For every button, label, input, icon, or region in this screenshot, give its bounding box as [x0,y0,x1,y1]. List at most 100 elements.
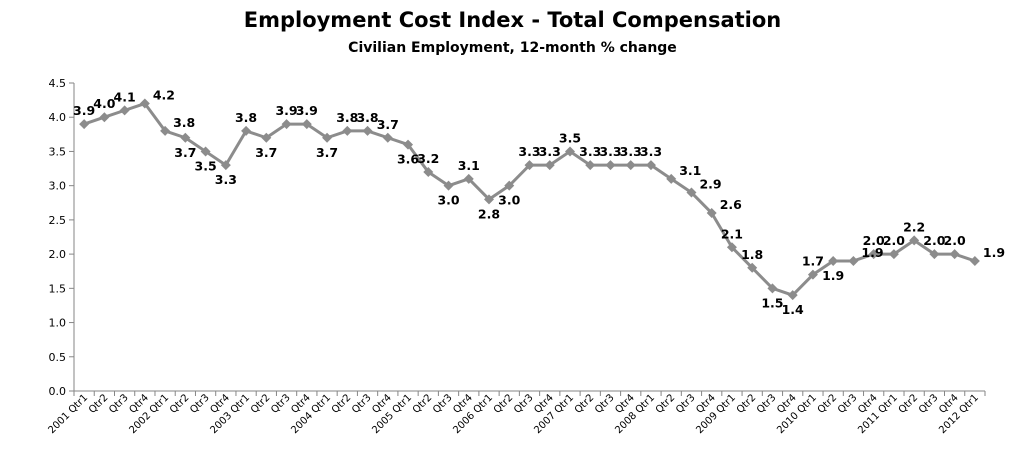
x-tick-label: Qtr2 [816,392,840,416]
data-point-marker [463,173,474,184]
y-tick-label: 1.5 [49,282,67,295]
data-label: 3.2 [417,151,439,166]
x-tick-label: Qtr3 [107,392,131,416]
x-tick-label: Qtr3 [917,392,941,416]
x-tick-label: Qtr2 [492,392,516,416]
x-tick-label: Qtr3 [350,392,374,416]
chart-series [79,98,980,301]
data-point-marker [423,166,434,177]
data-point-marker [625,160,636,171]
data-label: 3.9 [73,103,95,118]
data-label: 1.7 [802,254,824,269]
data-label: 3.3 [620,144,642,159]
x-tick-label: Qtr3 [674,392,698,416]
data-label: 3.3 [579,144,601,159]
y-tick-label: 2.5 [49,214,67,227]
x-tick-label: Qtr3 [431,392,455,416]
data-label: 2.0 [883,233,905,248]
data-point-marker [645,160,656,171]
data-point-marker [200,146,211,157]
data-point-marker [220,160,231,171]
y-tick-label: 0.0 [49,385,67,398]
data-point-marker [362,125,373,136]
data-point-marker [484,194,495,205]
data-point-marker [828,255,839,266]
chart-axes: 0.0 0.5 1.0 1.5 2.0 2.5 3.0 3.5 4.0 4.5 2001 Qtr1 Q… [46,77,986,436]
data-label: 3.3 [215,172,237,187]
y-tick-label: 0.5 [49,351,67,364]
data-label: 2.0 [944,233,966,248]
x-tick-label: Qtr2 [897,392,921,416]
data-label: 1.9 [983,245,1005,260]
data-point-marker [524,160,535,171]
y-tick-label: 2.0 [49,248,67,261]
data-label: 3.7 [316,145,338,160]
data-label: 1.5 [761,295,783,310]
data-point-marker [443,180,454,191]
x-tick-label: Qtr3 [755,392,779,416]
data-point-marker [504,180,515,191]
data-point-marker [807,269,818,280]
data-point-marker [747,262,758,273]
data-label: 3.8 [356,110,378,125]
y-tick-label: 1.0 [49,317,67,330]
data-point-marker [848,255,859,266]
data-label: 2.0 [923,233,945,248]
data-label: 1.8 [741,247,763,262]
data-label: 3.9 [296,103,318,118]
x-tick-label: Qtr2 [168,392,192,416]
data-point-marker [666,173,677,184]
x-tick-label: Qtr2 [330,392,354,416]
data-label: 2.8 [478,206,500,221]
data-point-marker [888,249,899,260]
data-point-marker [342,125,353,136]
chart-data-labels: 3.94.04.1 4.23.83.73.53.33.83.73.93.93.73… [73,88,1005,318]
data-point-marker [99,112,110,123]
data-label: 1.9 [861,245,883,260]
data-label: 3.0 [437,193,459,208]
data-point-marker [160,125,171,136]
x-tick-label: 2001 Qtr1 [46,392,90,436]
data-point-marker [969,255,980,266]
data-point-marker [79,119,90,130]
x-tick-label: Qtr3 [836,392,860,416]
data-point-marker [787,290,798,301]
data-point-marker [301,119,312,130]
data-point-marker [281,119,292,130]
data-label: 3.5 [195,158,217,173]
chart-subtitle: Civilian Employment, 12-month % change [348,40,677,56]
x-tick-label: Qtr2 [654,392,678,416]
data-point-marker [767,283,778,294]
chart-title: Employment Cost Index - Total Compensati… [243,8,782,32]
data-point-marker [180,132,191,143]
data-point-marker [706,208,717,219]
x-tick-label: Qtr3 [269,392,293,416]
data-point-marker [868,249,879,260]
data-point-marker [909,235,920,246]
data-point-marker [726,242,737,253]
data-label: 1.9 [822,268,844,283]
data-point-marker [382,132,393,143]
data-point-marker [241,125,252,136]
data-label: 3.3 [518,144,540,159]
data-point-marker [544,160,555,171]
data-label: 3.7 [377,117,399,132]
data-label: 1.4 [782,302,804,317]
data-label: 3.8 [235,110,257,125]
data-label: 2.0 [863,233,885,248]
data-point-marker [403,139,414,150]
y-tick-label: 3.5 [49,145,67,158]
data-point-marker [139,98,150,109]
data-label: 2.1 [721,226,743,241]
y-tick-label: 4.5 [49,77,67,90]
data-label: 3.3 [599,144,621,159]
data-label: 3.5 [559,130,581,145]
data-label: 2.2 [903,219,925,234]
x-tick-label: Qtr3 [512,392,536,416]
data-point-marker [261,132,272,143]
data-label: 3.1 [679,163,701,178]
x-tick-label: Qtr2 [735,392,759,416]
x-tick-label: Qtr2 [411,392,435,416]
data-label: 4.0 [93,96,115,111]
